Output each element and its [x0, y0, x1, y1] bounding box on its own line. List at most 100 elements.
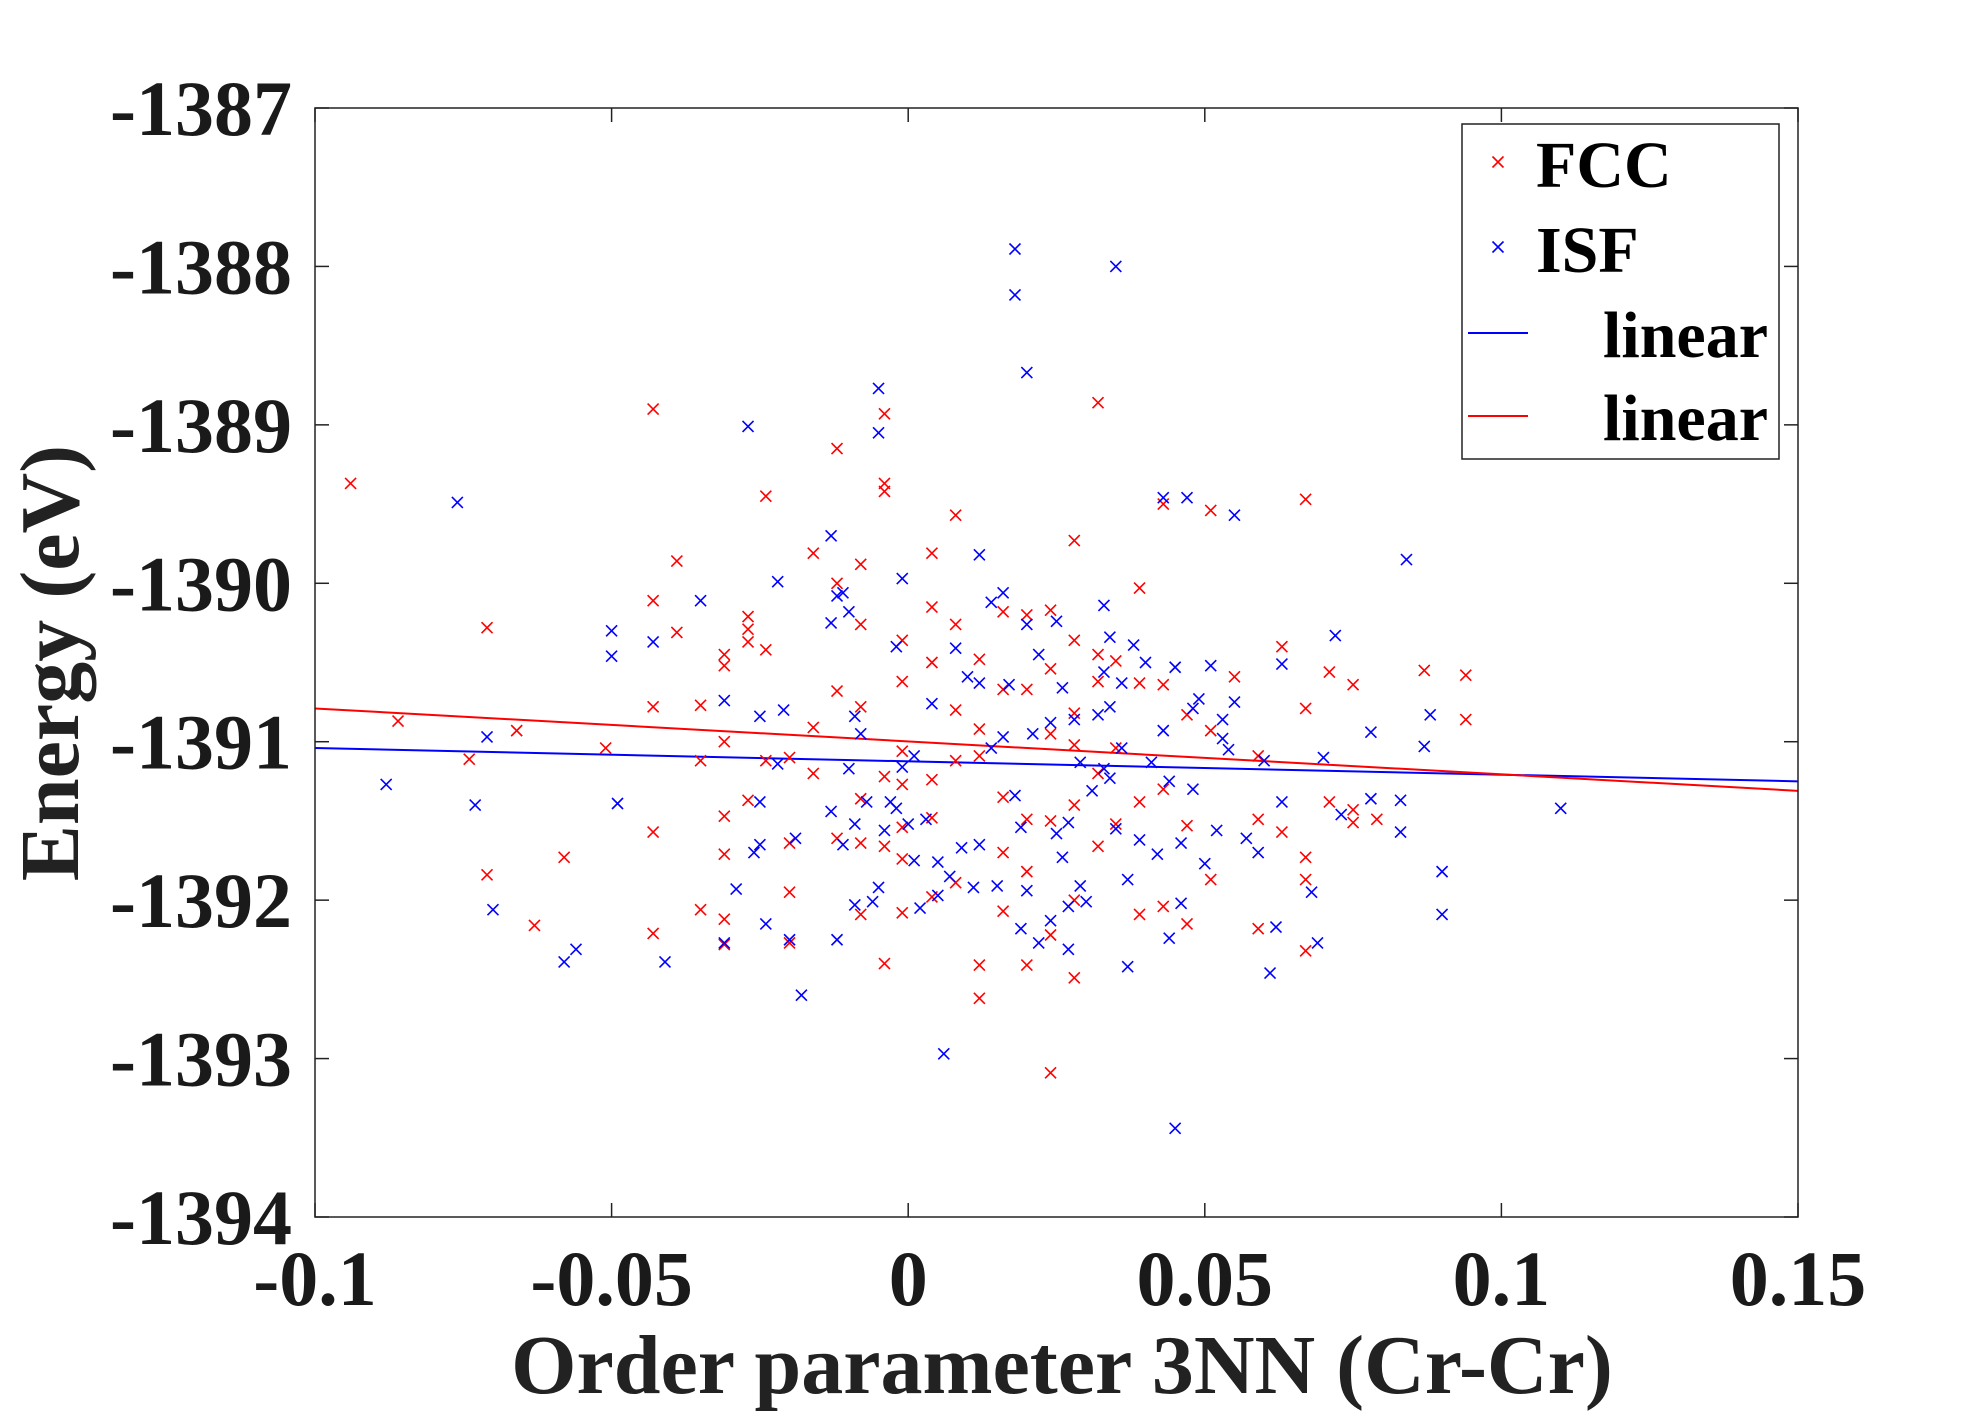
data-point-isf	[1157, 724, 1170, 737]
data-point-isf	[1080, 895, 1093, 908]
data-point-fcc	[718, 848, 731, 861]
data-point-isf	[1222, 743, 1235, 756]
data-point-isf	[753, 795, 766, 808]
data-point-isf	[1074, 879, 1087, 892]
data-point-fcc	[1204, 504, 1217, 517]
data-point-isf	[1020, 366, 1033, 379]
data-point-fcc	[1133, 677, 1146, 690]
data-point-isf	[866, 895, 879, 908]
data-point-fcc	[694, 699, 707, 712]
data-point-isf	[848, 818, 861, 831]
data-point-fcc	[1459, 669, 1472, 682]
data-point-isf	[1364, 726, 1377, 739]
data-point-isf	[1210, 824, 1223, 837]
data-point-isf	[1008, 242, 1022, 256]
data-point-isf	[825, 529, 838, 542]
data-point-fcc	[1180, 819, 1194, 832]
data-point-isf	[1394, 825, 1407, 839]
data-point-isf	[842, 605, 855, 618]
data-point-fcc	[1068, 971, 1081, 984]
legend-label: linear	[1603, 382, 1768, 455]
data-point-isf	[1163, 932, 1176, 945]
data-point-fcc	[1323, 665, 1336, 679]
data-point-fcc	[1299, 851, 1312, 864]
data-point-isf	[890, 802, 903, 815]
data-points	[344, 242, 1567, 1135]
data-point-isf	[753, 838, 766, 851]
data-point-fcc	[1157, 900, 1170, 913]
data-point-isf	[771, 575, 784, 588]
data-point-isf	[1002, 678, 1016, 691]
data-point-fcc	[973, 749, 986, 763]
data-point-isf	[694, 594, 707, 607]
data-point-isf	[1026, 727, 1039, 740]
data-point-isf	[658, 955, 672, 968]
data-point-fcc	[925, 600, 938, 614]
data-point-fcc	[694, 903, 707, 916]
data-point-fcc	[1299, 873, 1312, 886]
data-point-isf	[1056, 851, 1069, 864]
data-point-isf	[380, 778, 393, 791]
data-point-isf	[1151, 848, 1164, 861]
data-point-fcc	[718, 810, 731, 823]
data-point-isf	[1086, 784, 1099, 797]
data-point-isf	[961, 670, 974, 683]
data-point-fcc	[647, 700, 660, 713]
data-point-isf	[605, 624, 618, 637]
data-point-isf	[1056, 681, 1069, 694]
data-point-isf	[1329, 629, 1342, 642]
data-point-isf	[1109, 822, 1122, 835]
data-point-fcc	[807, 547, 820, 560]
data-point-isf	[931, 889, 944, 902]
x-axis-label: Order parameter 3NN (Cr-Cr)	[511, 1319, 1613, 1412]
data-point-isf	[1044, 716, 1057, 729]
data-point-fcc	[741, 623, 755, 636]
data-point-isf	[1305, 886, 1318, 899]
data-point-fcc	[1204, 724, 1217, 737]
series-fcc	[344, 396, 1472, 1079]
data-point-fcc	[1020, 865, 1033, 878]
data-point-isf	[1044, 914, 1057, 927]
data-point-fcc	[896, 821, 909, 834]
data-point-fcc	[1020, 683, 1033, 696]
data-point-isf	[718, 936, 731, 949]
data-point-isf	[451, 496, 464, 509]
data-point-isf	[997, 586, 1010, 599]
data-point-fcc	[1459, 713, 1472, 726]
data-point-isf	[718, 694, 731, 707]
data-point-isf	[1400, 553, 1413, 566]
y-tick-label: -1390	[110, 540, 292, 627]
data-point-isf	[1014, 821, 1027, 834]
data-point-isf	[1175, 837, 1188, 850]
data-point-fcc	[1044, 604, 1057, 617]
data-point-isf	[759, 917, 772, 930]
data-point-fcc	[694, 754, 707, 767]
data-point-isf	[1062, 816, 1075, 829]
data-point-isf	[1275, 795, 1288, 808]
data-point-isf	[753, 710, 766, 723]
data-point-fcc	[854, 700, 867, 713]
legend-label: FCC	[1536, 129, 1672, 202]
data-point-fcc	[973, 959, 986, 972]
data-point-fcc	[391, 715, 405, 728]
data-point-isf	[860, 795, 873, 808]
data-point-isf	[908, 749, 921, 763]
data-point-fcc	[896, 778, 909, 791]
data-point-fcc	[925, 547, 938, 560]
data-point-isf	[854, 727, 867, 740]
data-point-fcc	[807, 767, 820, 780]
data-point-isf	[1216, 732, 1229, 745]
data-point-isf	[1186, 702, 1200, 715]
data-point-isf	[1103, 631, 1116, 644]
data-point-fcc	[807, 721, 820, 734]
data-point-isf	[611, 797, 624, 810]
data-point-fcc	[647, 825, 660, 839]
data-point-isf	[973, 677, 986, 690]
y-axis: -1387 -1388 -1389 -1390 -1391 -1392 -1393 -1394	[110, 65, 1798, 1261]
data-point-fcc	[830, 684, 844, 698]
data-point-fcc	[783, 837, 796, 850]
data-point-fcc	[741, 635, 755, 648]
data-point-fcc	[997, 905, 1010, 918]
data-point-isf	[1192, 692, 1205, 706]
